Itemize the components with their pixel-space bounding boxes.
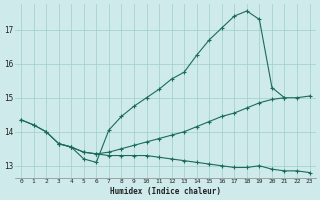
X-axis label: Humidex (Indice chaleur): Humidex (Indice chaleur)	[110, 187, 221, 196]
